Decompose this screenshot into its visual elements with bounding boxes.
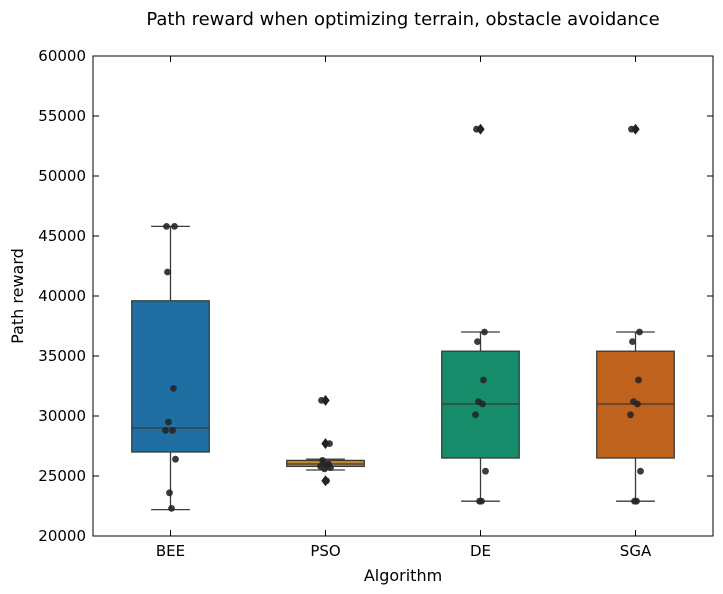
data-point [168, 505, 175, 512]
data-point [166, 489, 173, 497]
data-point [474, 338, 481, 345]
data-point [473, 125, 480, 133]
y-tick-label: 55000 [38, 107, 86, 125]
x-tick-label: DE [470, 542, 491, 560]
plot-frame [92, 55, 714, 537]
points-de [472, 125, 489, 505]
data-point [637, 467, 644, 475]
outlier-marker [321, 438, 330, 450]
points-sga [627, 125, 644, 505]
points-bee [162, 223, 179, 512]
data-point [327, 464, 334, 471]
data-point [318, 397, 325, 404]
y-tick-label: 20000 [38, 527, 86, 545]
data-point [479, 400, 486, 408]
y-axis: 20000 25000 30000 35000 40000 45000 50000 55000… [38, 47, 713, 545]
data-point [628, 125, 635, 133]
data-point [482, 467, 489, 475]
x-axis-label: Algorithm [364, 566, 442, 585]
x-tick-label: BEE [156, 542, 185, 560]
data-point [164, 268, 171, 276]
chart-title: Path reward when optimizing terrain, obs… [146, 9, 659, 30]
data-point [633, 497, 640, 505]
y-tick-label: 60000 [38, 47, 86, 65]
box-pso [286, 394, 365, 487]
data-point [165, 418, 172, 426]
data-point [636, 328, 643, 336]
y-tick-label: 50000 [38, 167, 86, 185]
data-point [323, 477, 330, 485]
data-point [629, 338, 636, 345]
data-point [162, 427, 169, 434]
x-tick-label: SGA [620, 542, 652, 560]
data-point [627, 411, 634, 419]
y-axis-label: Path reward [8, 248, 27, 344]
box-sga [596, 123, 675, 502]
points-pso [317, 397, 334, 485]
data-point [481, 328, 488, 336]
data-point [170, 385, 177, 392]
y-tick-label: 25000 [38, 467, 86, 485]
x-axis: BEE PSO DE SGA [156, 56, 652, 560]
data-point [163, 223, 170, 230]
box-bee [131, 225, 210, 511]
box-body [131, 300, 210, 453]
x-tick-label: PSO [310, 542, 340, 560]
data-point [169, 427, 176, 434]
data-point [472, 411, 479, 419]
data-point [321, 465, 328, 473]
data-point [480, 376, 487, 384]
data-point [171, 223, 178, 230]
data-point [635, 376, 642, 384]
y-tick-label: 35000 [38, 347, 86, 365]
y-tick-label: 30000 [38, 407, 86, 425]
data-point [478, 497, 485, 505]
data-point [326, 440, 333, 447]
plot-area [131, 123, 675, 512]
outlier-marker [321, 394, 330, 406]
data-point [634, 400, 641, 408]
box-de [441, 123, 520, 502]
y-tick-label: 45000 [38, 227, 86, 245]
data-point [172, 455, 179, 463]
y-tick-label: 40000 [38, 287, 86, 305]
